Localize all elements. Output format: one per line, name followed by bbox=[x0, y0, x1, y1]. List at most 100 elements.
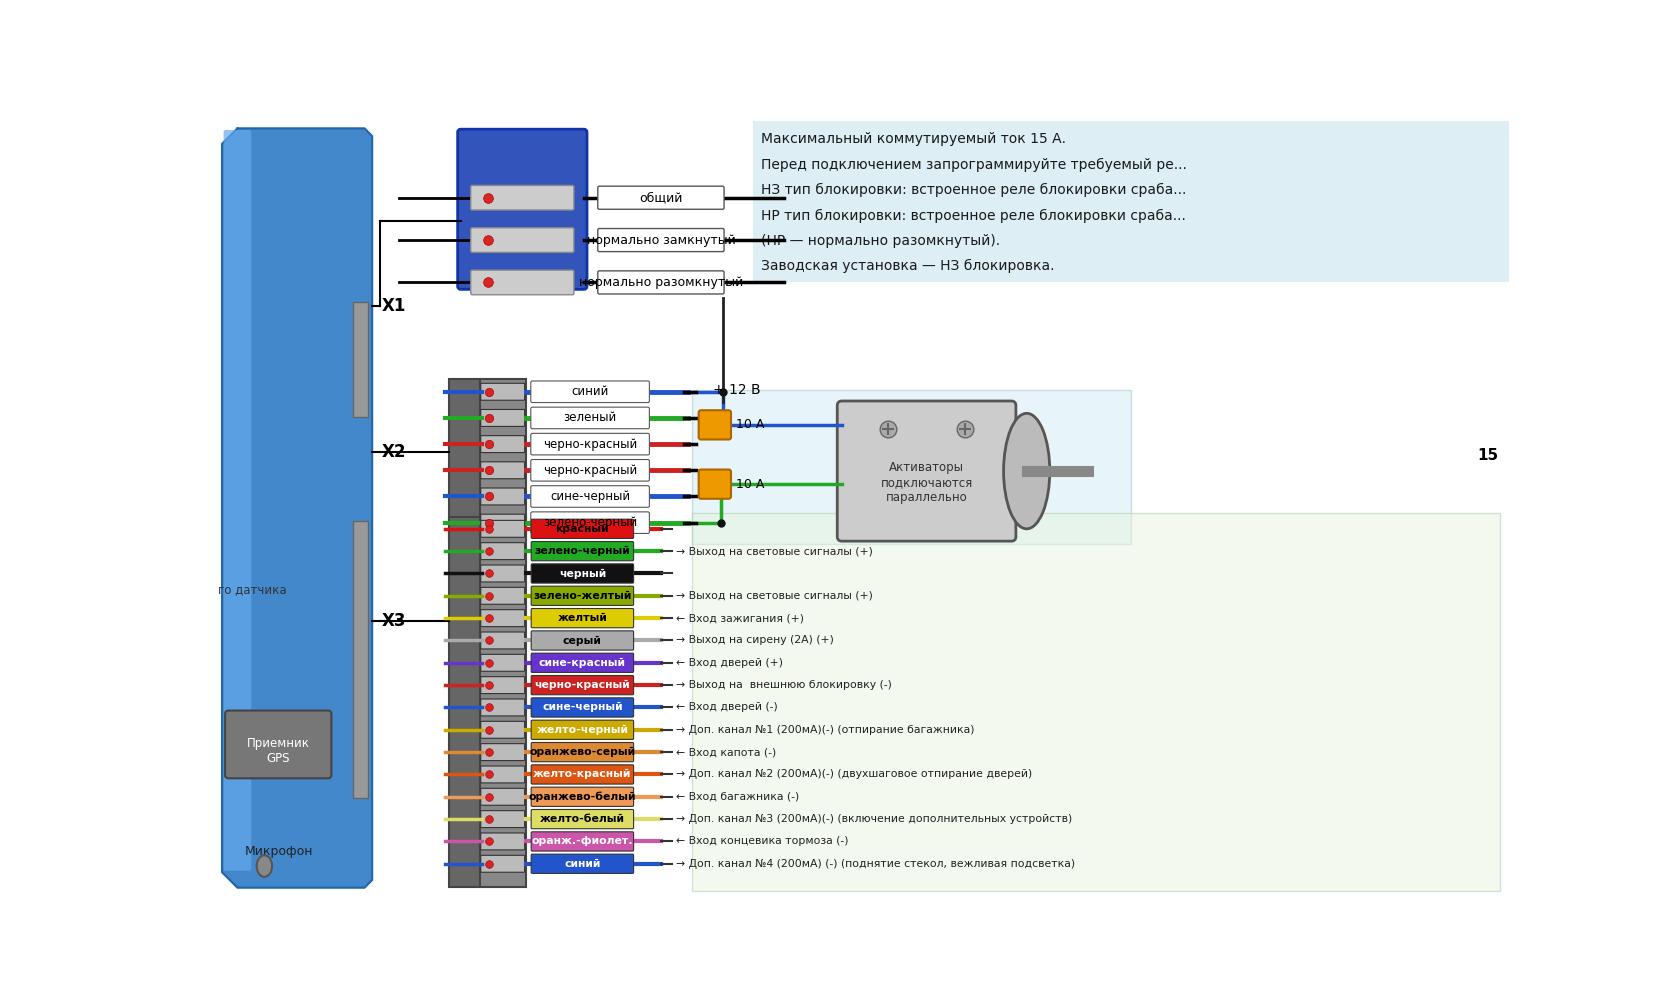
FancyBboxPatch shape bbox=[837, 401, 1015, 541]
FancyBboxPatch shape bbox=[480, 565, 524, 581]
FancyBboxPatch shape bbox=[531, 519, 633, 538]
FancyBboxPatch shape bbox=[531, 460, 648, 481]
FancyBboxPatch shape bbox=[753, 121, 1509, 283]
Text: 10 А: 10 А bbox=[736, 478, 764, 491]
FancyBboxPatch shape bbox=[480, 632, 524, 649]
Text: зелено-черный: зелено-черный bbox=[543, 516, 637, 529]
Text: ← Вход дверей (+): ← Вход дверей (+) bbox=[675, 658, 783, 668]
FancyBboxPatch shape bbox=[531, 586, 633, 606]
FancyBboxPatch shape bbox=[480, 699, 524, 716]
FancyBboxPatch shape bbox=[480, 462, 524, 479]
Text: зелено-желтый: зелено-желтый bbox=[533, 591, 632, 601]
FancyBboxPatch shape bbox=[531, 434, 648, 455]
FancyBboxPatch shape bbox=[480, 766, 524, 783]
Text: желто-черный: желто-черный bbox=[536, 724, 628, 734]
Text: → Выход на световые сигналы (+): → Выход на световые сигналы (+) bbox=[675, 546, 872, 556]
Ellipse shape bbox=[257, 855, 272, 877]
Text: НР тип блокировки: встроенное реле блокировки сраба...: НР тип блокировки: встроенное реле блоки… bbox=[761, 208, 1184, 222]
FancyBboxPatch shape bbox=[531, 563, 633, 583]
Text: + 12 В: + 12 В bbox=[712, 382, 761, 396]
Text: → Доп. канал №4 (200мА) (-) (поднятие стекол, вежливая подсветка): → Доп. канал №4 (200мА) (-) (поднятие ст… bbox=[675, 859, 1075, 869]
FancyBboxPatch shape bbox=[457, 129, 586, 290]
FancyBboxPatch shape bbox=[470, 185, 573, 210]
Text: желтый: желтый bbox=[558, 613, 606, 623]
Text: 15: 15 bbox=[1477, 448, 1499, 463]
Text: синий: синий bbox=[571, 385, 608, 398]
Text: → Доп. канал №1 (200мА)(-) (отпирание багажника): → Доп. канал №1 (200мА)(-) (отпирание ба… bbox=[675, 724, 974, 734]
FancyBboxPatch shape bbox=[449, 378, 480, 540]
FancyBboxPatch shape bbox=[480, 721, 524, 738]
Text: ← Вход багажника (-): ← Вход багажника (-) bbox=[675, 792, 800, 802]
FancyBboxPatch shape bbox=[531, 854, 633, 873]
Text: → Выход на  внешнюю блокировку (-): → Выход на внешнюю блокировку (-) bbox=[675, 680, 892, 690]
Text: Активаторы
подключаются
параллельно: Активаторы подключаются параллельно bbox=[880, 461, 973, 504]
Text: ← Вход концевика тормоза (-): ← Вход концевика тормоза (-) bbox=[675, 836, 848, 846]
FancyBboxPatch shape bbox=[531, 541, 633, 560]
FancyBboxPatch shape bbox=[480, 811, 524, 828]
FancyBboxPatch shape bbox=[480, 833, 524, 850]
Polygon shape bbox=[222, 129, 371, 887]
FancyBboxPatch shape bbox=[699, 410, 731, 440]
FancyBboxPatch shape bbox=[531, 381, 648, 402]
FancyBboxPatch shape bbox=[598, 228, 724, 252]
FancyBboxPatch shape bbox=[531, 832, 633, 851]
Text: Перед подключением запрограммируйте требуемый ре...: Перед подключением запрограммируйте треб… bbox=[761, 158, 1186, 172]
FancyBboxPatch shape bbox=[449, 517, 480, 887]
Text: ← Вход дверей (-): ← Вход дверей (-) bbox=[675, 702, 778, 712]
FancyBboxPatch shape bbox=[480, 409, 524, 427]
Text: желто-красный: желто-красный bbox=[533, 770, 632, 780]
FancyBboxPatch shape bbox=[480, 514, 524, 531]
Text: → Выход на световые сигналы (+): → Выход на световые сигналы (+) bbox=[675, 591, 872, 601]
FancyBboxPatch shape bbox=[480, 654, 524, 671]
FancyBboxPatch shape bbox=[223, 130, 250, 871]
Text: Заводская установка — НЗ блокировка.: Заводская установка — НЗ блокировка. bbox=[761, 260, 1053, 274]
FancyBboxPatch shape bbox=[480, 436, 524, 453]
Text: сине-черный: сине-черный bbox=[549, 490, 630, 503]
FancyBboxPatch shape bbox=[480, 743, 524, 761]
Text: Максимальный коммутируемый ток 15 А.: Максимальный коммутируемый ток 15 А. bbox=[761, 132, 1065, 146]
FancyBboxPatch shape bbox=[480, 855, 524, 872]
Text: оранжево-серый: оранжево-серый bbox=[529, 747, 635, 758]
FancyBboxPatch shape bbox=[480, 488, 524, 505]
FancyBboxPatch shape bbox=[531, 765, 633, 784]
Text: черно-красный: черно-красный bbox=[534, 680, 630, 690]
Text: X2: X2 bbox=[381, 443, 407, 461]
FancyBboxPatch shape bbox=[531, 609, 633, 628]
Text: красный: красный bbox=[556, 524, 608, 534]
Text: Микрофон: Микрофон bbox=[245, 844, 314, 857]
Text: зеленый: зеленый bbox=[563, 411, 617, 425]
FancyBboxPatch shape bbox=[531, 742, 633, 762]
FancyBboxPatch shape bbox=[470, 227, 573, 253]
Text: ← Вход зажигания (+): ← Вход зажигания (+) bbox=[675, 613, 803, 623]
Text: оранжево-белый: оранжево-белый bbox=[528, 792, 635, 802]
FancyBboxPatch shape bbox=[531, 698, 633, 717]
Text: серый: серый bbox=[563, 636, 601, 646]
FancyBboxPatch shape bbox=[531, 787, 633, 807]
FancyBboxPatch shape bbox=[480, 789, 524, 805]
FancyBboxPatch shape bbox=[480, 520, 524, 537]
Text: зелено-черный: зелено-черный bbox=[534, 546, 630, 556]
Text: X3: X3 bbox=[381, 613, 407, 630]
Text: общий: общий bbox=[638, 191, 682, 204]
Text: (НР — нормально разомкнутый).: (НР — нормально разомкнутый). bbox=[761, 234, 1000, 247]
Text: НЗ тип блокировки: встроенное реле блокировки сраба...: НЗ тип блокировки: встроенное реле блоки… bbox=[761, 183, 1186, 197]
Ellipse shape bbox=[1003, 413, 1048, 529]
FancyBboxPatch shape bbox=[531, 512, 648, 533]
Text: → Выход на сирену (2А) (+): → Выход на сирену (2А) (+) bbox=[675, 636, 833, 646]
FancyBboxPatch shape bbox=[531, 486, 648, 507]
FancyBboxPatch shape bbox=[690, 513, 1499, 890]
Text: синий: синий bbox=[564, 859, 600, 869]
Text: → Доп. канал №3 (200мА)(-) (включение дополнительных устройств): → Доп. канал №3 (200мА)(-) (включение до… bbox=[675, 814, 1072, 824]
Text: нормально замкнутый: нормально замкнутый bbox=[586, 233, 734, 246]
Text: сине-красный: сине-красный bbox=[539, 658, 625, 668]
Text: 10 А: 10 А bbox=[736, 418, 764, 432]
FancyBboxPatch shape bbox=[353, 521, 368, 799]
Text: X1: X1 bbox=[381, 297, 407, 315]
FancyBboxPatch shape bbox=[480, 383, 524, 400]
FancyBboxPatch shape bbox=[480, 610, 524, 627]
FancyBboxPatch shape bbox=[480, 517, 526, 887]
FancyBboxPatch shape bbox=[598, 271, 724, 294]
FancyBboxPatch shape bbox=[531, 407, 648, 429]
FancyBboxPatch shape bbox=[480, 588, 524, 605]
FancyBboxPatch shape bbox=[531, 631, 633, 650]
